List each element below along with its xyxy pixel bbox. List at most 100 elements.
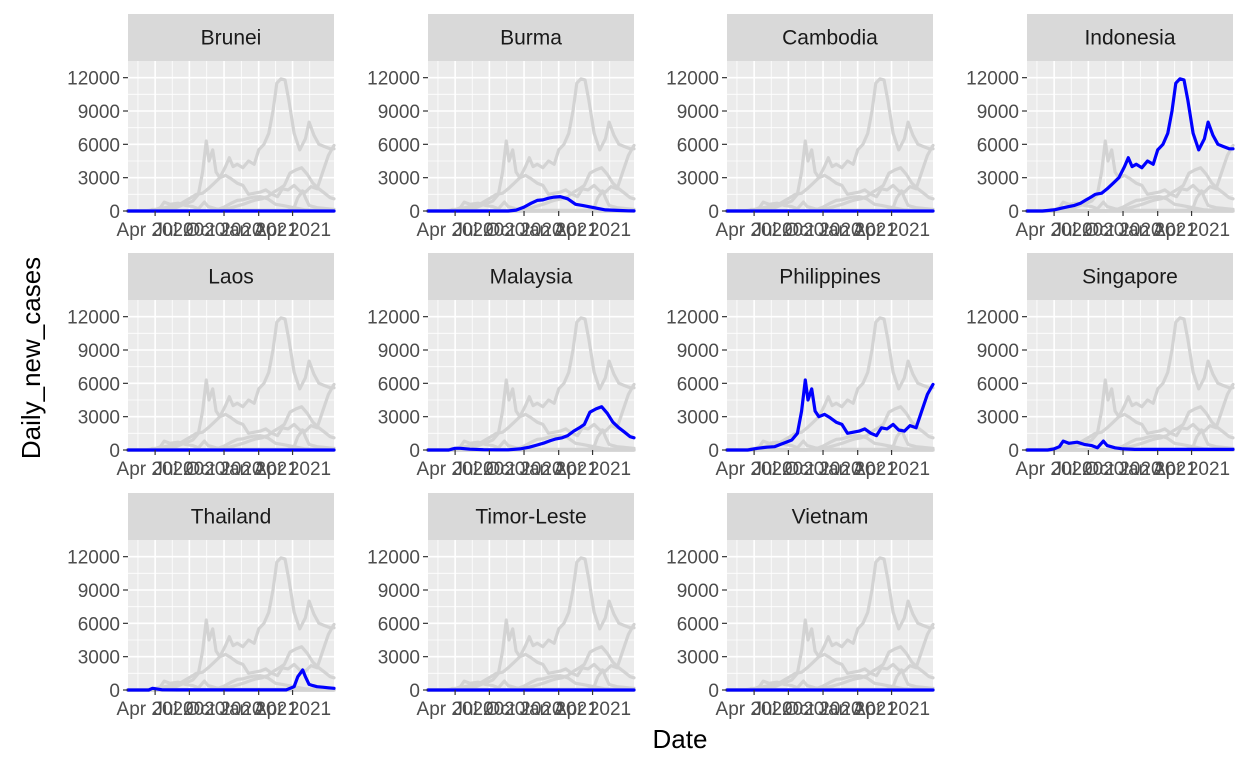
y-tick-label: 6000 bbox=[977, 374, 1019, 395]
facet-strip bbox=[128, 14, 334, 61]
highlight-series-line-philippines bbox=[725, 378, 935, 452]
y-tick-label: 9000 bbox=[977, 102, 1019, 123]
y-tick-label: 3000 bbox=[378, 648, 420, 669]
y-tick-label: 6000 bbox=[677, 135, 719, 156]
x-tick-label: Jul 2020 bbox=[153, 220, 225, 241]
x-tick-label: Oct 2020 bbox=[185, 699, 262, 720]
y-tick-label: 6000 bbox=[677, 614, 719, 635]
facet-strip bbox=[128, 253, 334, 300]
x-tick-label: Apr 2021 bbox=[254, 220, 331, 241]
highlight-series-line-burma bbox=[426, 195, 636, 213]
x-tick-label: Apr 2020 bbox=[417, 699, 494, 720]
y-tick-label: 9000 bbox=[78, 581, 120, 602]
facet-strip bbox=[128, 493, 334, 540]
y-tick-label: 12000 bbox=[67, 308, 120, 329]
highlight-series-line-singapore bbox=[1025, 439, 1235, 452]
y-tick-label: 0 bbox=[409, 681, 420, 702]
y-tick-label: 6000 bbox=[977, 135, 1019, 156]
facet-strip bbox=[727, 493, 933, 540]
x-tick-label: Apr 2020 bbox=[417, 459, 494, 480]
y-tick-label: 12000 bbox=[367, 308, 420, 329]
x-tick-label: Apr 2021 bbox=[853, 699, 930, 720]
y-tick-label: 9000 bbox=[78, 102, 120, 123]
panel-background bbox=[428, 61, 634, 211]
background-series-line-indonesia bbox=[426, 316, 636, 452]
facet-panel-timor-leste: Timor-Leste 0 3000 6000 9000 12000 Apr 2020Jul… bbox=[367, 493, 636, 720]
y-tick-label: 12000 bbox=[966, 308, 1019, 329]
facet-strip bbox=[428, 14, 634, 61]
x-axis-title: Date bbox=[653, 724, 708, 754]
x-tick-label: Apr 2021 bbox=[254, 459, 331, 480]
x-tick-label: Apr 2020 bbox=[417, 220, 494, 241]
background-series-line-indonesia bbox=[725, 316, 935, 452]
x-tick-label: Jul 2020 bbox=[453, 459, 525, 480]
x-tick-label: Oct 2020 bbox=[784, 459, 861, 480]
panel-background bbox=[128, 300, 334, 450]
y-tick-label: 0 bbox=[109, 681, 120, 702]
panel-background bbox=[128, 61, 334, 211]
panel-background bbox=[1027, 300, 1233, 450]
x-tick-label: Apr 2020 bbox=[1016, 459, 1093, 480]
y-tick-label: 12000 bbox=[367, 69, 420, 90]
x-tick-label: Oct 2020 bbox=[784, 699, 861, 720]
x-tick-label: Oct 2020 bbox=[1084, 459, 1161, 480]
x-tick-label: Oct 2020 bbox=[485, 220, 562, 241]
background-series-line-indonesia bbox=[126, 556, 336, 692]
y-tick-label: 12000 bbox=[67, 548, 120, 569]
x-tick-label: Jan 2021 bbox=[220, 459, 298, 480]
y-tick-label: 3000 bbox=[977, 169, 1019, 190]
x-tick-label: Jul 2020 bbox=[453, 220, 525, 241]
x-tick-label: Jul 2020 bbox=[153, 699, 225, 720]
x-tick-label: Jul 2020 bbox=[752, 220, 824, 241]
x-tick-label: Jan 2021 bbox=[1119, 459, 1197, 480]
y-tick-label: 12000 bbox=[966, 69, 1019, 90]
x-tick-label: Jul 2020 bbox=[1052, 220, 1124, 241]
y-tick-label: 0 bbox=[109, 202, 120, 223]
x-tick-label: Apr 2021 bbox=[853, 220, 930, 241]
x-tick-label: Apr 2020 bbox=[716, 220, 793, 241]
y-tick-label: 12000 bbox=[367, 548, 420, 569]
facet-title: Vietnam bbox=[792, 506, 869, 529]
y-tick-label: 9000 bbox=[677, 581, 719, 602]
x-tick-label: Jan 2021 bbox=[819, 699, 897, 720]
x-tick-label: Oct 2020 bbox=[784, 220, 861, 241]
facet-panel-philippines: Philippines 0 3000 6000 9000 12000 Apr 2020Jul… bbox=[666, 253, 935, 480]
facet-title: Philippines bbox=[779, 266, 881, 289]
panel-background bbox=[1027, 61, 1233, 211]
y-tick-label: 3000 bbox=[378, 169, 420, 190]
panel-background bbox=[727, 61, 933, 211]
y-tick-label: 6000 bbox=[677, 374, 719, 395]
highlight-series-line-malaysia bbox=[426, 405, 636, 452]
facet-title: Indonesia bbox=[1084, 27, 1175, 50]
y-tick-label: 9000 bbox=[78, 341, 120, 362]
x-tick-label: Apr 2020 bbox=[117, 459, 194, 480]
y-tick-label: 12000 bbox=[666, 69, 719, 90]
x-tick-label: Jul 2020 bbox=[153, 459, 225, 480]
y-tick-label: 0 bbox=[1008, 202, 1019, 223]
x-tick-label: Apr 2021 bbox=[554, 459, 631, 480]
y-tick-label: 9000 bbox=[378, 581, 420, 602]
x-tick-label: Oct 2020 bbox=[185, 220, 262, 241]
background-series-line-indonesia bbox=[725, 77, 935, 213]
y-tick-label: 6000 bbox=[378, 374, 420, 395]
facet-title: Burma bbox=[500, 27, 562, 50]
y-tick-label: 3000 bbox=[677, 169, 719, 190]
x-tick-label: Apr 2021 bbox=[1153, 459, 1230, 480]
y-tick-label: 3000 bbox=[977, 408, 1019, 429]
highlight-series-line-thailand bbox=[126, 668, 336, 692]
y-tick-label: 0 bbox=[708, 202, 719, 223]
x-tick-label: Jan 2021 bbox=[819, 220, 897, 241]
y-tick-label: 0 bbox=[708, 441, 719, 462]
background-series-line-indonesia bbox=[725, 556, 935, 692]
y-tick-label: 0 bbox=[708, 681, 719, 702]
background-series-line-indonesia bbox=[126, 77, 336, 213]
x-tick-label: Apr 2021 bbox=[1153, 220, 1230, 241]
background-series-line-indonesia bbox=[1025, 316, 1235, 452]
x-tick-label: Oct 2020 bbox=[185, 459, 262, 480]
facet-strip bbox=[1027, 253, 1233, 300]
